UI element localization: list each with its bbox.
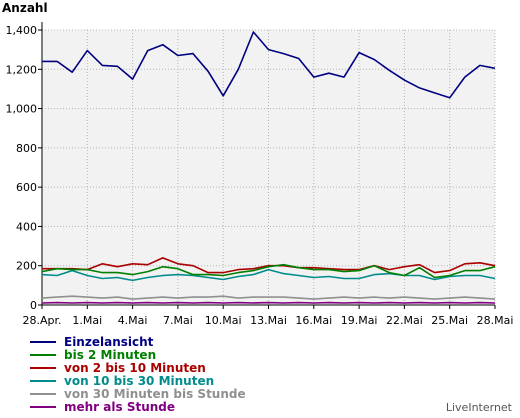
- y-tick-label: 1,200: [6, 63, 38, 76]
- x-tick-label: 19.Mai: [341, 314, 378, 327]
- legend-swatch: [30, 379, 56, 382]
- y-tick-label: 400: [16, 220, 37, 233]
- x-tick-label: 10.Mai: [205, 314, 242, 327]
- legend-item: von 2 bis 10 Minuten: [30, 362, 246, 375]
- legend-label: von 10 bis 30 Minuten: [64, 374, 215, 388]
- legend-swatch: [30, 340, 56, 343]
- x-tick-label: 1.Mai: [72, 314, 102, 327]
- x-axis-ticks: 28.Apr. 1.Mai 4.Mai 7.Mai 10.Mai 13.Mai 16.Mai…: [22, 305, 513, 327]
- series-line-1: [41, 263, 496, 279]
- legend-item: von 10 bis 30 Minuten: [30, 375, 246, 388]
- y-tick-label: 200: [16, 260, 37, 273]
- series-line-3: [41, 268, 496, 282]
- y-tick-label: 1,400: [6, 24, 38, 37]
- y-axis-ticks: 0 200 400 600 800 1,000 1,200 1,400: [6, 24, 42, 312]
- x-tick-label: 4.Mai: [118, 314, 148, 327]
- y-tick-label: 800: [16, 142, 37, 155]
- legend: Einzelansicht bis 2 Minuten von 2 bis 10 M…: [30, 336, 246, 414]
- legend-label: Einzelansicht: [64, 335, 154, 349]
- legend-swatch: [30, 405, 56, 408]
- x-tick-label: 7.Mai: [163, 314, 193, 327]
- legend-item: Einzelansicht: [30, 336, 246, 349]
- gridlines: [41, 29, 496, 306]
- legend-label: bis 2 Minuten: [64, 348, 157, 362]
- legend-label: mehr als Stunde: [64, 400, 176, 414]
- x-tick-label: 28.Mai: [477, 314, 514, 327]
- x-tick-label: 28.Apr.: [22, 314, 61, 327]
- series-line-4: [41, 295, 496, 300]
- x-tick-label: 25.Mai: [431, 314, 468, 327]
- series-line-2: [42, 257, 496, 274]
- legend-item: bis 2 Minuten: [30, 349, 246, 362]
- legend-swatch: [30, 353, 56, 356]
- series-line-0: [42, 31, 496, 99]
- legend-item: von 30 Minuten bis Stunde: [30, 388, 246, 401]
- brand-label: LiveInternet: [445, 401, 512, 414]
- chart-title: Anzahl: [2, 1, 48, 15]
- y-tick-label: 1,000: [6, 103, 38, 116]
- legend-swatch: [30, 392, 56, 395]
- series-lines: [41, 31, 496, 304]
- x-tick-label: 13.Mai: [250, 314, 287, 327]
- x-tick-label: 22.Mai: [386, 314, 423, 327]
- x-tick-label: 16.Mai: [295, 314, 332, 327]
- legend-label: von 30 Minuten bis Stunde: [64, 387, 246, 401]
- y-tick-label: 0: [30, 299, 37, 312]
- legend-label: von 2 bis 10 Minuten: [64, 361, 206, 375]
- legend-swatch: [30, 366, 56, 369]
- plot-area: [42, 30, 495, 305]
- y-tick-label: 600: [16, 181, 37, 194]
- legend-item: mehr als Stunde: [30, 401, 246, 414]
